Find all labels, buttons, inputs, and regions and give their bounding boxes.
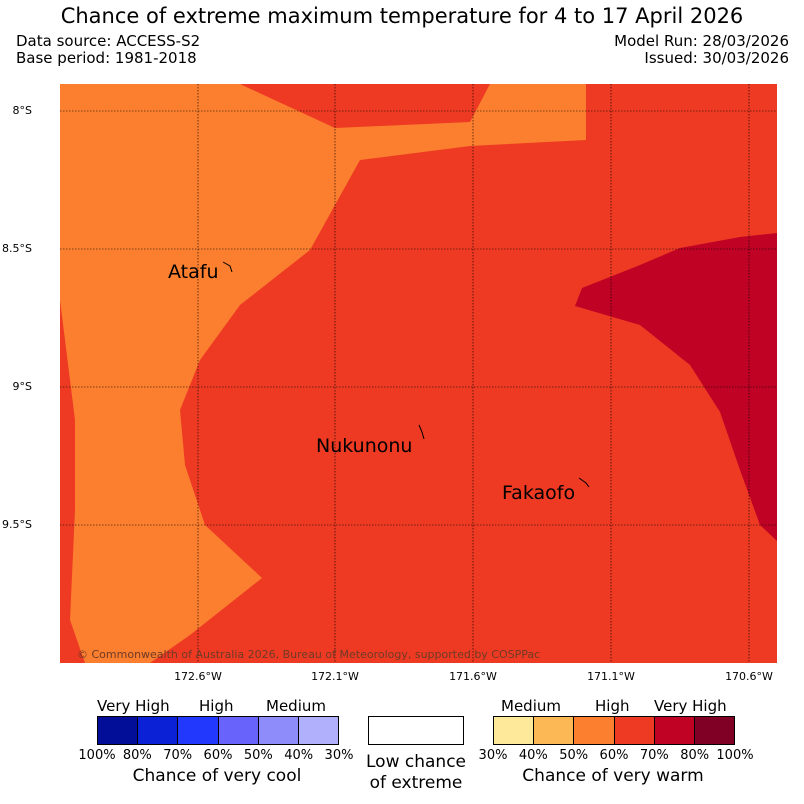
warm-swatch	[694, 717, 735, 744]
copyright-notice: © Commonwealth of Australia 2026, Bureau…	[77, 648, 541, 661]
warm-colorbar	[493, 716, 735, 745]
lon-label: 172.6°W	[174, 670, 222, 683]
lat-label: 8°S	[12, 104, 32, 117]
cool-level-very-high: Very High	[97, 697, 170, 715]
nukunonu-coast	[418, 424, 425, 440]
graticule	[60, 84, 777, 663]
base-period: Base period: 1981-2018	[16, 49, 197, 67]
place-label-fakaofo: Fakaofo	[502, 482, 576, 504]
lat-label: 9°S	[12, 380, 32, 393]
lon-label: 171.1°W	[587, 670, 635, 683]
cool-swatch	[258, 717, 299, 744]
cool-level-high: High	[199, 697, 234, 715]
warm-swatch	[574, 717, 615, 744]
cool-tick-label: 70%	[163, 748, 193, 763]
cool-tick-label: 40%	[284, 748, 314, 763]
cool-swatch	[138, 717, 179, 744]
low-chance-caption: Low chance of extreme	[366, 752, 466, 794]
region-high	[60, 84, 586, 663]
region-very-high	[575, 233, 777, 541]
map-title: Chance of extreme maximum temperature fo…	[60, 4, 744, 28]
warm-tick-label: 30%	[478, 748, 508, 763]
warm-tick-label: 100%	[716, 748, 754, 763]
lon-label: 172.1°W	[311, 670, 359, 683]
place-label-nukunonu: Nukunonu	[316, 435, 413, 457]
cool-swatch	[98, 717, 139, 744]
cool-caption: Chance of very cool	[132, 766, 302, 786]
data-source: Data source: ACCESS-S2	[16, 32, 201, 50]
lat-label: 9.5°S	[2, 518, 32, 531]
coastlines	[222, 261, 590, 488]
run-info: Model Run: 28/03/2026 Issued: 30/03/2026	[614, 33, 789, 67]
issued-date: Issued: 30/03/2026	[644, 49, 789, 67]
warm-tick-label: 80%	[680, 748, 710, 763]
warm-level-very-high: Very High	[654, 697, 727, 715]
cool-swatch	[298, 717, 339, 744]
cool-level-medium: Medium	[266, 697, 326, 715]
warm-swatch	[614, 717, 655, 744]
cool-tick-label: 30%	[324, 748, 354, 763]
cool-tick-label: 80%	[122, 748, 152, 763]
fakaofo-coast	[578, 477, 590, 488]
lon-label: 170.6°W	[725, 670, 773, 683]
warm-tick-label: 50%	[559, 748, 589, 763]
atafu-coast	[222, 261, 233, 273]
low-chance-swatch	[368, 716, 464, 745]
map-regions	[60, 84, 777, 663]
warm-level-high: High	[595, 697, 630, 715]
cool-colorbar	[97, 716, 339, 745]
warm-swatch	[654, 717, 695, 744]
warm-caption: Chance of very warm	[522, 766, 704, 786]
warm-tick-label: 60%	[599, 748, 629, 763]
lat-label: 8.5°S	[2, 242, 32, 255]
place-label-atafu: Atafu	[168, 261, 219, 283]
lon-label: 171.6°W	[449, 670, 497, 683]
warm-tick-label: 70%	[639, 748, 669, 763]
low-chance-line2: of extreme	[369, 773, 463, 793]
warm-level-medium: Medium	[501, 697, 561, 715]
warm-tick-label: 40%	[518, 748, 548, 763]
cool-swatch	[218, 717, 259, 744]
cool-tick-label: 50%	[243, 748, 273, 763]
source-info: Data source: ACCESS-S2 Base period: 1981…	[16, 33, 200, 67]
warm-swatch	[494, 717, 535, 744]
cool-tick-label: 100%	[78, 748, 116, 763]
cool-tick-label: 60%	[203, 748, 233, 763]
warm-swatch	[534, 717, 575, 744]
low-chance-line1: Low chance	[366, 752, 466, 772]
model-run: Model Run: 28/03/2026	[614, 32, 789, 50]
cool-swatch	[178, 717, 219, 744]
